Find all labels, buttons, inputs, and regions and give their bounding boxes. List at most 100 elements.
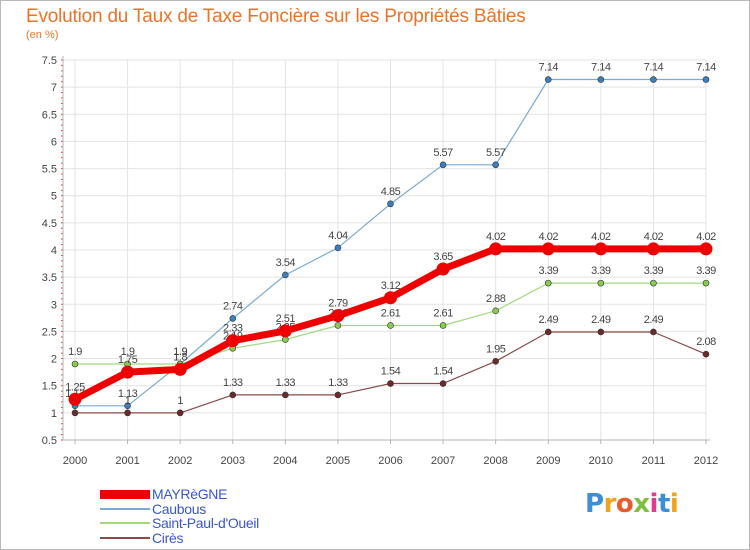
legend-label: Cirès <box>152 529 184 546</box>
data-label: 3.54 <box>276 257 296 269</box>
data-point <box>387 322 394 329</box>
data-label: 1.9 <box>173 346 187 358</box>
data-point <box>282 336 289 343</box>
x-tick-label: 2001 <box>115 455 139 467</box>
x-tick-label: 2010 <box>589 455 613 467</box>
proxiti-logo: Proxiti <box>585 489 679 519</box>
y-tick-label: 1.5 <box>42 381 57 393</box>
logo-letter: i <box>649 489 659 519</box>
x-tick-label: 2004 <box>273 455 297 467</box>
data-point <box>436 262 450 276</box>
x-tick-label: 2008 <box>483 455 507 467</box>
data-label: 3.12 <box>381 280 401 292</box>
data-point <box>334 391 342 399</box>
data-point <box>492 357 499 365</box>
data-label: 1.8 <box>173 351 187 363</box>
data-label: 7.14 <box>644 62 664 74</box>
data-point <box>173 362 187 376</box>
legend-swatch <box>100 522 150 524</box>
data-label: 7.14 <box>696 62 716 74</box>
y-tick-label: 2 <box>51 354 57 366</box>
data-point <box>68 392 82 406</box>
data-label: 5.57 <box>486 147 506 159</box>
data-point <box>124 402 131 410</box>
data-label: 1.33 <box>328 377 348 389</box>
x-tick-label: 2006 <box>378 455 402 467</box>
data-label: 3.39 <box>539 265 559 277</box>
chart-title: Evolution du Taux de Taxe Foncière sur l… <box>26 6 526 27</box>
y-tick-label: 4.5 <box>42 218 57 230</box>
data-point <box>650 328 657 336</box>
data-label: 3.39 <box>644 265 664 277</box>
data-point <box>387 200 394 208</box>
data-point <box>71 360 79 368</box>
data-point <box>229 391 237 399</box>
data-point <box>387 380 394 387</box>
legend-label: Caubous <box>152 500 206 517</box>
legend-swatch <box>100 489 150 499</box>
data-point <box>226 334 240 348</box>
data-point <box>489 242 503 256</box>
logo-letter: i <box>669 489 679 519</box>
x-tick-label: 2009 <box>536 455 560 467</box>
legend-swatch <box>100 507 150 510</box>
data-point <box>594 242 608 256</box>
logo-letter: t <box>657 489 670 519</box>
y-tick-label: 7 <box>51 82 57 94</box>
data-label: 1.13 <box>118 388 138 400</box>
data-label: 2.74 <box>223 300 243 312</box>
legend-label: MAYRèGNE <box>152 486 228 502</box>
data-label: 3.39 <box>696 265 716 277</box>
logo-letter: r <box>603 489 617 519</box>
data-label: 1.9 <box>121 346 135 358</box>
legend-label: Saint-Paul-d'Oueil <box>152 515 259 531</box>
data-label: 1.9 <box>173 346 187 358</box>
data-label: 2.61 <box>433 307 453 319</box>
logo-letter: o <box>615 489 634 519</box>
legend-swatch <box>100 536 150 539</box>
data-label: 2.79 <box>328 298 348 310</box>
data-label: 1.25 <box>65 381 85 393</box>
x-tick-label: 2005 <box>326 455 350 467</box>
data-label: 2.88 <box>486 293 506 305</box>
data-label: 2.33 <box>223 323 243 335</box>
x-tick-label: 2002 <box>168 455 192 467</box>
data-point <box>278 324 292 338</box>
data-label: 7.14 <box>539 62 559 74</box>
data-point <box>334 322 342 329</box>
data-label: 2.49 <box>644 314 664 326</box>
y-tick-label: 3 <box>51 299 57 311</box>
data-point <box>492 161 499 169</box>
data-point <box>702 279 710 287</box>
data-label: 4.85 <box>381 186 401 198</box>
data-label: 1.9 <box>68 346 82 358</box>
data-point <box>597 328 605 336</box>
data-label: 1 <box>125 395 131 407</box>
data-point <box>124 409 131 417</box>
data-label: 1.33 <box>223 377 243 389</box>
y-tick-label: 7.5 <box>42 55 57 67</box>
data-point <box>646 242 660 256</box>
data-label: 4.02 <box>644 231 664 243</box>
y-tick-label: 2.5 <box>42 326 57 338</box>
x-tick-label: 2003 <box>221 455 245 467</box>
data-point <box>544 76 552 83</box>
data-point <box>439 161 447 169</box>
data-point <box>702 350 710 358</box>
data-point <box>331 309 345 323</box>
data-label: 2.49 <box>591 314 611 326</box>
y-tick-label: 5.5 <box>42 164 57 176</box>
chart-subtitle: (en %) <box>26 29 59 41</box>
data-point <box>699 242 713 256</box>
data-label: 1.95 <box>486 343 506 355</box>
y-tick-label: 1 <box>51 408 57 420</box>
x-tick-label: 2012 <box>694 455 718 467</box>
data-label: 1.75 <box>118 354 138 366</box>
data-point <box>384 291 397 305</box>
y-tick-label: 4 <box>51 245 57 257</box>
x-tick-label: 2000 <box>63 455 87 467</box>
data-point <box>282 391 289 399</box>
data-point <box>541 242 555 256</box>
